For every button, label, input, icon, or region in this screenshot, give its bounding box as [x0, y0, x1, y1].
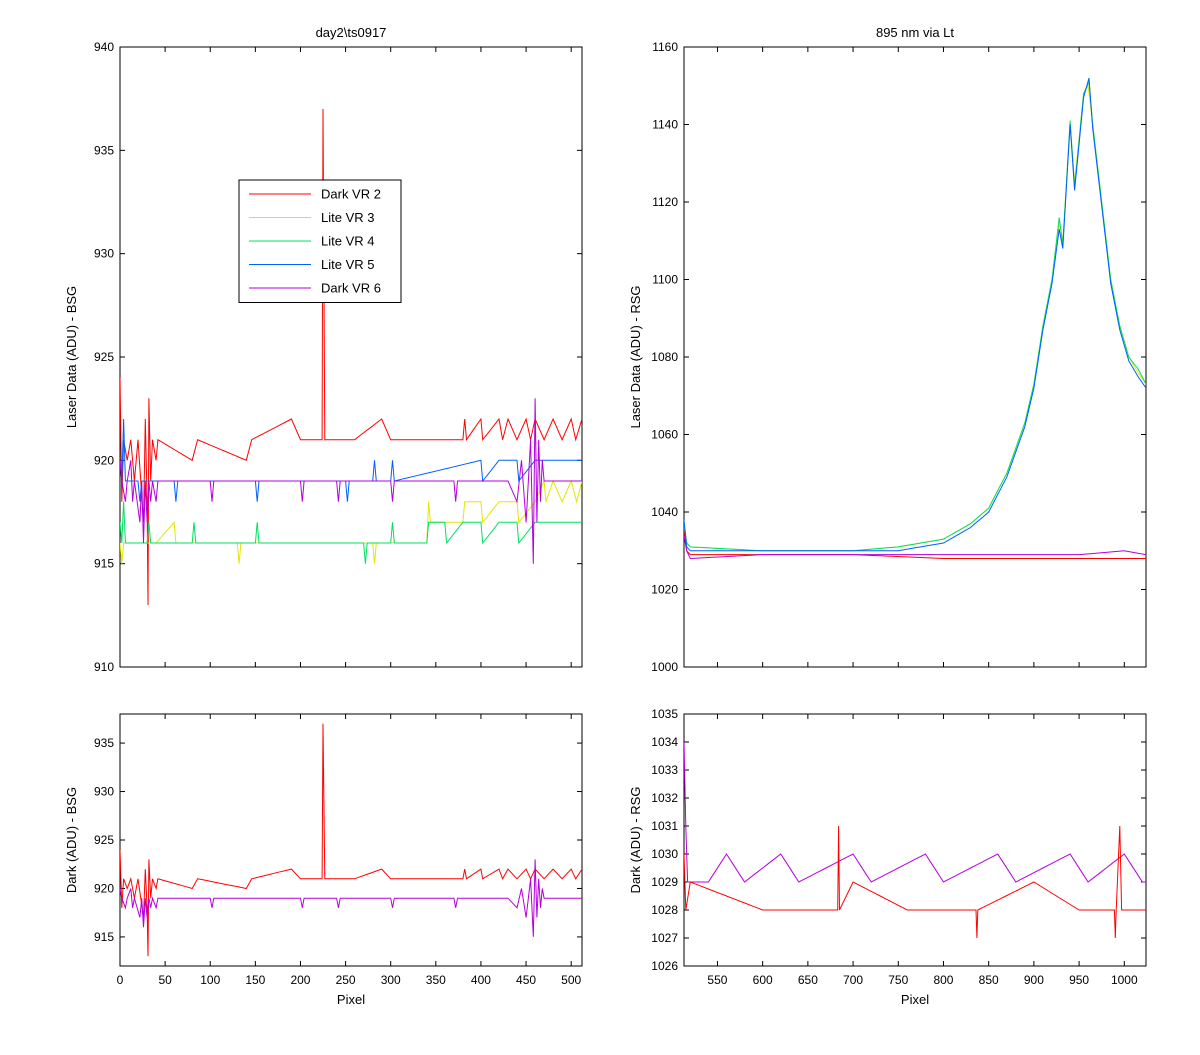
x-tick-label: 800 [933, 973, 953, 987]
x-axis-label: Pixel [337, 992, 365, 1007]
y-tick-label: 1028 [651, 903, 678, 917]
series-line-4 [120, 398, 582, 564]
y-tick-label: 1026 [651, 959, 678, 973]
series-line-0 [120, 723, 582, 957]
y-tick-label: 1033 [651, 763, 678, 777]
x-tick-label: 450 [516, 973, 536, 987]
y-tick-label: 1032 [651, 791, 678, 805]
chart-tr: 1000 1020 1040 1060 1080 1100 1120 1140 1160 895 … [628, 25, 1147, 674]
y-tick-label: 1000 [651, 660, 678, 674]
y-tick-label: 1080 [651, 350, 678, 364]
x-tick-label: 550 [707, 973, 727, 987]
x-tick-label: 300 [381, 973, 401, 987]
x-tick-label: 750 [888, 973, 908, 987]
y-tick-label: 920 [94, 453, 114, 467]
series-line-1 [684, 825, 1146, 939]
x-tick-label: 850 [979, 973, 999, 987]
x-tick-label: 0 [117, 973, 124, 987]
x-tick-label: 400 [471, 973, 491, 987]
y-tick-label: 1160 [652, 40, 678, 54]
series-line-0 [684, 741, 1146, 883]
x-tick-label: 1000 [1111, 973, 1138, 987]
legend: Dark VR 2 Lite VR 3 Lite VR 4 Lite VR 5 Dark… [238, 179, 402, 303]
series-line-3 [684, 77, 1146, 552]
chart-br: 1026 1027 1028 1029 1030 1031 1032 1033 1034 1035… [628, 707, 1147, 1007]
x-tick-label: 100 [200, 973, 220, 987]
y-tick-label: 1040 [651, 505, 678, 519]
series-group [120, 723, 582, 957]
y-axis-label: Dark (ADU) - BSG [64, 787, 79, 893]
y-axis-label: Laser Data (ADU) - BSG [64, 286, 79, 428]
x-tick-label: 500 [561, 973, 581, 987]
x-tick-label: 700 [843, 973, 863, 987]
x-tick-label: 600 [753, 973, 773, 987]
y-tick-label: 1060 [651, 428, 678, 442]
y-tick-label: 1100 [652, 273, 678, 287]
y-tick-label: 1120 [652, 195, 678, 209]
legend-label: Lite VR 3 [321, 210, 374, 225]
x-axis-label: Pixel [901, 992, 929, 1007]
chart-title: day2\ts0917 [316, 25, 387, 40]
y-tick-label: 1035 [651, 707, 678, 721]
x-tick-label: 50 [158, 973, 172, 987]
y-tick-label: 925 [94, 833, 114, 847]
chart-tl: 910 915 920 925 930 935 940 day2\ts0917 Laser Da… [64, 25, 583, 674]
plot-area [119, 46, 583, 668]
x-tick-label: 150 [245, 973, 265, 987]
chart-title: 895 nm via Lt [876, 25, 954, 40]
y-axis-label: Laser Data (ADU) - RSG [628, 285, 643, 428]
y-tick-label: 1031 [651, 819, 678, 833]
y-tick-label: 915 [94, 557, 114, 571]
series-line-4 [684, 535, 1146, 560]
series-group [684, 77, 1146, 560]
legend-label: Lite VR 4 [321, 234, 374, 249]
legend-label: Lite VR 5 [321, 257, 374, 272]
y-tick-label: 935 [94, 143, 114, 157]
plot-area [119, 713, 583, 967]
series-line-1 [120, 859, 582, 937]
y-tick-label: 1034 [651, 735, 678, 749]
plot-area [683, 713, 1147, 967]
legend-label: Dark VR 2 [321, 187, 381, 202]
x-tick-label: 950 [1069, 973, 1089, 987]
y-tick-label: 1027 [651, 931, 678, 945]
series-group [684, 741, 1146, 939]
y-tick-label: 935 [94, 736, 114, 750]
y-tick-label: 930 [94, 785, 114, 799]
x-tick-label: 250 [336, 973, 356, 987]
y-tick-label: 1030 [651, 847, 678, 861]
y-tick-label: 1140 [652, 118, 678, 132]
y-tick-label: 1029 [651, 875, 678, 889]
x-tick-label: 650 [798, 973, 818, 987]
series-line-2 [684, 79, 1146, 552]
y-tick-label: 940 [94, 40, 114, 54]
y-tick-label: 925 [94, 350, 114, 364]
y-tick-label: 1020 [651, 583, 678, 597]
legend-box [238, 179, 402, 303]
y-tick-label: 910 [94, 660, 114, 674]
y-tick-label: 920 [94, 881, 114, 895]
plot-area [683, 46, 1147, 668]
x-tick-label: 200 [290, 973, 310, 987]
y-axis-label: Dark (ADU) - RSG [628, 787, 643, 894]
x-tick-label: 900 [1024, 973, 1044, 987]
y-tick-label: 915 [94, 930, 114, 944]
chart-bl: 915 920 925 930 935 0 50 100 150 200 250 300 350 400 4… [64, 713, 583, 1007]
legend-label: Dark VR 6 [321, 281, 381, 296]
y-tick-label: 930 [94, 247, 114, 261]
x-tick-label: 350 [426, 973, 446, 987]
series-line-2 [120, 501, 582, 564]
